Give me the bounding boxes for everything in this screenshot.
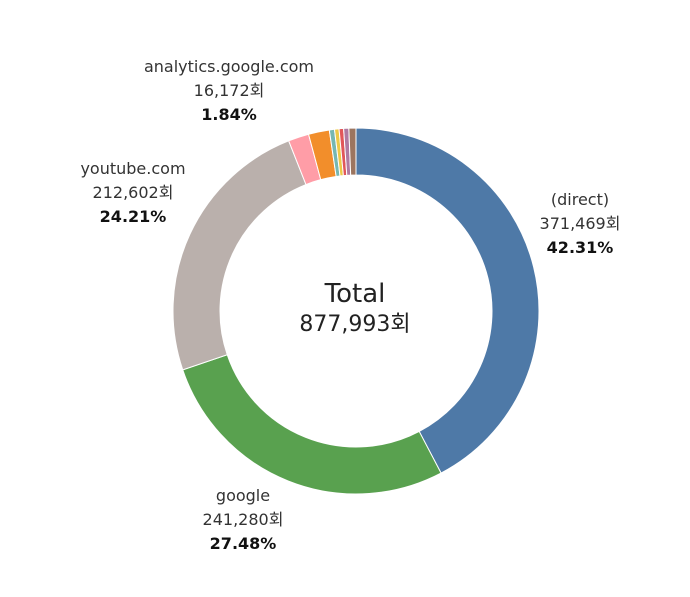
- slice-google: [182, 354, 442, 495]
- label-direct: (direct) 371,469회 42.31%: [500, 188, 660, 260]
- label-direct-percent: 42.31%: [546, 238, 614, 257]
- label-youtube-count: 212,602회: [92, 183, 174, 202]
- label-google-name: google: [215, 486, 271, 505]
- label-analytics-name: analytics.google.com: [143, 57, 315, 76]
- donut-center: Total 877,993회: [255, 278, 455, 340]
- label-google-count: 241,280회: [202, 510, 284, 529]
- slice-small-9: [348, 127, 357, 176]
- label-analytics-count: 16,172회: [193, 81, 265, 100]
- label-youtube-name: youtube.com: [80, 159, 186, 178]
- label-youtube: youtube.com 212,602회 24.21%: [53, 157, 213, 229]
- total-value: 877,993회: [299, 312, 411, 337]
- label-google: google 241,280회 27.48%: [163, 484, 323, 556]
- label-google-percent: 27.48%: [209, 534, 277, 553]
- label-analytics-percent: 1.84%: [201, 105, 257, 124]
- label-direct-count: 371,469회: [539, 214, 621, 233]
- label-youtube-percent: 24.21%: [99, 207, 167, 226]
- label-analytics: analytics.google.com 16,172회 1.84%: [119, 55, 339, 127]
- total-title: Total: [324, 279, 386, 309]
- label-direct-name: (direct): [550, 190, 610, 209]
- slice-direct: [355, 127, 540, 474]
